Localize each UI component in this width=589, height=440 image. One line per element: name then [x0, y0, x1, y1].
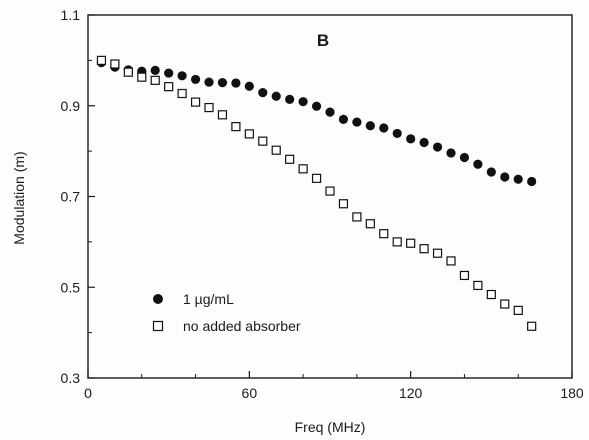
data-point-open-square [96, 55, 107, 65]
x-axis-title: Freq (MHz) [295, 419, 366, 435]
x-tick-label-3: 180 [560, 385, 584, 401]
data-point-open-square [406, 238, 416, 248]
data-point-filled-circle [150, 65, 160, 75]
x-tick-label-0: 0 [84, 385, 92, 401]
data-point-open-square [285, 154, 295, 164]
y-tick-label-4: 1.1 [61, 7, 81, 23]
data-point-filled-circle [204, 77, 214, 87]
data-point-filled-circle [379, 123, 389, 133]
data-point-open-square [217, 110, 228, 120]
data-point-filled-circle [298, 97, 308, 107]
data-point-filled-circle [352, 117, 362, 127]
data-point-open-square [311, 173, 322, 183]
axes-layer [87, 14, 573, 379]
data-point-filled-circle [231, 78, 241, 88]
y-axis-title: Modulation (m) [11, 151, 27, 244]
data-point-open-square [473, 280, 483, 291]
data-point-open-square [137, 72, 147, 82]
data-point-filled-circle [217, 78, 228, 88]
series-1 [96, 58, 537, 187]
data-point-open-square [123, 67, 133, 77]
data-point-open-square [298, 164, 308, 174]
y-tick-label-3: 0.9 [61, 98, 81, 114]
data-point-filled-circle [392, 128, 402, 139]
data-point-open-square [527, 321, 537, 331]
data-point-open-square [338, 199, 349, 209]
y-tick-label-2: 0.7 [61, 189, 81, 205]
data-point-filled-circle [459, 152, 470, 163]
labels-layer: B Freq (MHz) Modulation (m) [11, 31, 365, 435]
data-point-open-square [204, 102, 214, 113]
data-point-filled-circle [365, 121, 375, 131]
data-point-open-square [110, 59, 120, 69]
data-point-open-square [513, 305, 523, 315]
data-point-open-square [486, 289, 496, 300]
data-point-filled-circle [527, 176, 537, 187]
data-point-filled-circle [406, 134, 416, 144]
legend-marker-filled-circle [153, 294, 163, 304]
data-point-filled-circle [244, 81, 254, 91]
data-point-open-square [432, 248, 443, 258]
ticks-layer: 0 60 120 180 0.3 0.5 0.7 0.9 1.1 [61, 7, 584, 401]
data-point-filled-circle [311, 101, 322, 111]
data-point-filled-circle [164, 68, 174, 78]
data-point-filled-circle [258, 87, 268, 98]
data-point-open-square [190, 97, 201, 107]
legend-label-1: 1 µg/mL [183, 291, 234, 307]
data-point-filled-circle [432, 142, 443, 152]
data-point-open-square [150, 75, 160, 85]
data-point-open-square [177, 88, 187, 99]
legend: 1 µg/mL no added absorber [152, 291, 301, 334]
data-point-open-square [379, 229, 389, 239]
data-point-filled-circle [500, 172, 510, 182]
data-point-filled-circle [446, 148, 456, 158]
data-point-filled-circle [419, 137, 429, 148]
legend-marker-open-square [152, 320, 164, 332]
data-point-filled-circle [190, 74, 201, 85]
data-point-open-square [352, 212, 362, 222]
plot-frame [87, 14, 573, 379]
series-layer [96, 55, 537, 331]
data-point-filled-circle [325, 107, 335, 117]
data-point-open-square [365, 219, 375, 229]
data-point-open-square [231, 122, 241, 132]
data-point-filled-circle [177, 71, 187, 81]
data-point-open-square [500, 299, 510, 309]
data-point-open-square [459, 270, 470, 281]
legend-label-2: no added absorber [183, 318, 301, 334]
data-point-open-square [446, 256, 456, 266]
series-2 [96, 55, 537, 331]
y-tick-label-0: 0.3 [61, 370, 81, 386]
data-point-open-square [164, 82, 174, 92]
x-tick-label-1: 60 [242, 385, 258, 401]
data-point-open-square [419, 244, 429, 254]
data-point-filled-circle [271, 91, 281, 101]
x-tick-label-2: 120 [399, 385, 423, 401]
panel-label: B [317, 31, 329, 50]
data-point-open-square [325, 186, 335, 196]
data-point-filled-circle [473, 159, 483, 169]
data-point-filled-circle [285, 94, 295, 104]
data-point-open-square [271, 145, 281, 155]
data-point-open-square [392, 237, 402, 247]
data-point-open-square [244, 129, 254, 139]
data-point-filled-circle [486, 167, 496, 177]
data-point-filled-circle [338, 114, 349, 124]
data-point-open-square [258, 136, 268, 146]
y-tick-label-1: 0.5 [61, 279, 81, 295]
data-point-filled-circle [513, 174, 523, 184]
